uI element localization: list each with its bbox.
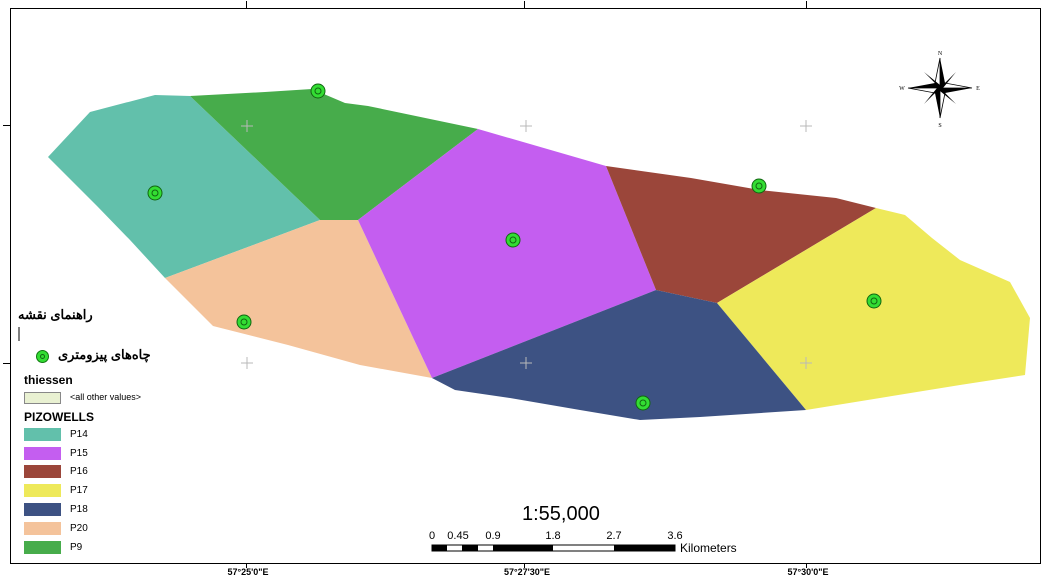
well-point-icon[interactable] <box>147 185 163 201</box>
well-point-icon[interactable] <box>505 232 521 248</box>
legend-class-label: P14 <box>70 429 88 440</box>
frame-tick-top-2 <box>524 1 525 9</box>
scale-tick-3: 1.8 <box>545 530 561 542</box>
thiessen-polygon-p9[interactable] <box>190 89 478 220</box>
north-arrow-s: S <box>938 123 941 129</box>
frame-tick-left-2 <box>3 363 10 364</box>
well-point-icon[interactable] <box>751 178 767 194</box>
frame-tick-bottom-1 <box>246 563 247 568</box>
well-point-icon <box>36 350 49 363</box>
well-point-icon[interactable] <box>236 314 252 330</box>
scale-unit: Kilometers <box>680 541 737 555</box>
frame-tick-top-3 <box>806 1 807 9</box>
legend-swatch <box>24 503 61 516</box>
axis-label-lon-3: 57°30'0"E <box>787 567 829 577</box>
scale-bar <box>431 544 676 552</box>
legend-class-label: P16 <box>70 466 88 477</box>
well-point-icon[interactable] <box>866 293 882 309</box>
legend-thiessen-label: thiessen <box>24 373 73 387</box>
thiessen-polygon-p16[interactable] <box>606 166 876 303</box>
legend-swatch <box>24 484 61 497</box>
frame-tick-left-1 <box>3 125 10 126</box>
legend-class-label: P18 <box>70 504 88 515</box>
thiessen-polygon-p20[interactable] <box>165 220 432 378</box>
north-arrow-n: N <box>938 51 943 57</box>
north-arrow-w: W <box>899 86 905 92</box>
scale-tick-0: 0 <box>428 530 436 542</box>
scale-tick-5: 3.6 <box>667 530 683 542</box>
frame-tick-bottom-2 <box>524 563 525 568</box>
north-arrow-compass-icon: N S E W <box>899 51 980 129</box>
legend-swatch <box>24 447 61 460</box>
thiessen-polygon-p15[interactable] <box>358 129 656 378</box>
scale-tick-1: 0.45 <box>447 530 469 542</box>
legend-swatch <box>24 541 61 554</box>
scale-ratio: 1:55,000 <box>522 503 600 525</box>
legend-swatch <box>24 465 61 478</box>
well-point-icon[interactable] <box>635 395 651 411</box>
axis-label-lon-2: 57°27'30"E <box>503 567 551 577</box>
legend-title: راهنمای نقشه <box>18 307 93 322</box>
legend-class-label: P20 <box>70 523 88 534</box>
legend-swatch <box>24 522 61 535</box>
well-point-icon[interactable] <box>310 83 326 99</box>
legend-swatch <box>24 428 61 441</box>
graticule <box>241 120 812 369</box>
legend-pizowells-label: PIZOWELLS <box>24 410 94 424</box>
legend-class-label: P15 <box>70 448 88 459</box>
thiessen-polygon-p14[interactable] <box>48 95 320 278</box>
well-points <box>147 83 882 411</box>
legend-class-label: P9 <box>70 542 83 553</box>
north-arrow-e: E <box>976 86 980 92</box>
scale-tick-2: 0.9 <box>485 530 501 542</box>
legend-class-label: P17 <box>70 485 88 496</box>
thiessen-polygon-p18[interactable] <box>432 290 806 420</box>
axis-label-lon-1: 57°25'0"E <box>227 567 269 577</box>
thiessen-polygon-p17[interactable] <box>717 208 1030 410</box>
legend-wells-label: چاه‌های پیزومتری <box>58 347 151 362</box>
frame-tick-bottom-3 <box>806 563 807 568</box>
scale-tick-4: 2.7 <box>606 530 622 542</box>
frame-tick-top-1 <box>246 1 247 9</box>
legend-other-label: <all other values> <box>70 392 142 402</box>
legend-other-swatch <box>24 392 61 404</box>
